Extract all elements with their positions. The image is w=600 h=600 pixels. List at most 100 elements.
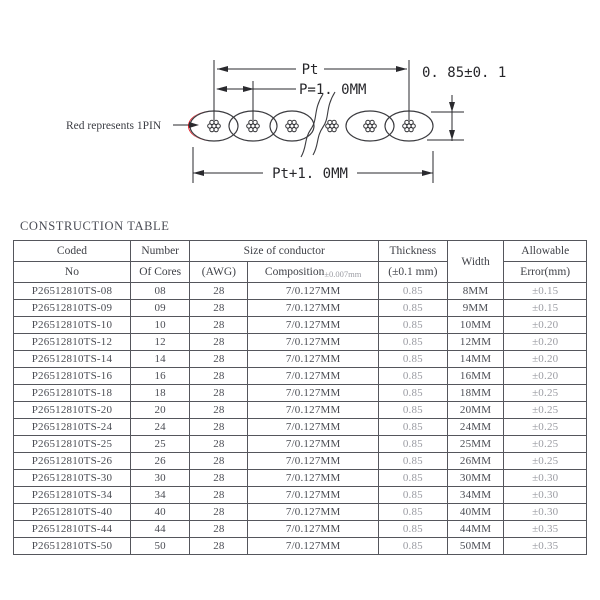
cell-cores: 12 [129,333,191,351]
cell-awg: 28 [189,367,249,385]
cell-error: ±0.20 [503,333,587,351]
cable-outline [189,110,434,142]
cell-thickness: 0.85 [377,401,448,419]
cable-dimension-diagram: Pt P=1. 0MM 0. 85±0. 1 Pt+1. 0MM Red rep… [66,60,506,183]
header-composition: Composition±0.007mm [247,261,379,283]
cell-composition: 7/0.127MM [247,299,379,317]
cell-width: 50MM [446,537,505,555]
table-row: P26512810TS-16 16 28 7/0.127MM 0.85 16MM ±0.20 [13,367,587,385]
table-row: P26512810TS-40 40 28 7/0.127MM 0.85 40MM ±0.30 [13,503,587,521]
cell-error: ±0.25 [503,435,587,453]
header-width: Width [446,240,505,283]
cell-thickness: 0.85 [377,452,448,470]
cell-thickness: 0.85 [377,503,448,521]
cell-cores: 18 [129,384,191,402]
cell-cores: 08 [129,282,191,300]
cell-awg: 28 [189,401,249,419]
cell-width: 34MM [446,486,505,504]
cell-cores: 50 [129,537,191,555]
cell-composition: 7/0.127MM [247,452,379,470]
cell-cores: 34 [129,486,191,504]
cell-composition: 7/0.127MM [247,282,379,300]
dim-thickness-label: 0. 85±0. 1 [422,65,506,81]
cell-awg: 28 [189,384,249,402]
cell-width: 14MM [446,350,505,368]
cell-code: P26512810TS-50 [13,537,131,555]
dimension-lines [173,60,464,183]
cell-composition: 7/0.127MM [247,333,379,351]
cell-composition: 7/0.127MM [247,316,379,334]
cell-error: ±0.35 [503,537,587,555]
cell-error: ±0.20 [503,350,587,368]
construction-table: Coded Number Size of conductor Thickness… [13,240,587,555]
table-row: P26512810TS-12 12 28 7/0.127MM 0.85 12MM ±0.20 [13,333,587,351]
table-row: P26512810TS-25 25 28 7/0.127MM 0.85 25MM ±0.25 [13,435,587,453]
cell-thickness: 0.85 [377,333,448,351]
cell-awg: 28 [189,520,249,538]
cell-thickness: 0.85 [377,537,448,555]
header-allowable: Allowable [503,240,587,262]
cell-width: 26MM [446,452,505,470]
cell-composition: 7/0.127MM [247,486,379,504]
cell-code: P26512810TS-12 [13,333,131,351]
table-row: P26512810TS-14 14 28 7/0.127MM 0.85 14MM ±0.20 [13,350,587,368]
cell-error: ±0.20 [503,316,587,334]
cell-error: ±0.35 [503,520,587,538]
cell-cores: 25 [129,435,191,453]
cell-cores: 20 [129,401,191,419]
arrowheads [189,66,455,176]
cell-thickness: 0.85 [377,384,448,402]
cell-composition: 7/0.127MM [247,350,379,368]
cell-awg: 28 [189,537,249,555]
cell-awg: 28 [189,316,249,334]
cell-awg: 28 [189,486,249,504]
cell-cores: 10 [129,316,191,334]
cell-composition: 7/0.127MM [247,469,379,487]
header-of-cores: Of Cores [129,261,191,283]
cell-width: 9MM [446,299,505,317]
cell-awg: 28 [189,503,249,521]
cell-awg: 28 [189,418,249,436]
cell-error: ±0.30 [503,469,587,487]
cell-thickness: 0.85 [377,418,448,436]
cell-cores: 16 [129,367,191,385]
cell-thickness: 0.85 [377,520,448,538]
composition-tolerance: ±0.007mm [324,268,362,279]
cell-composition: 7/0.127MM [247,520,379,538]
cell-thickness: 0.85 [377,316,448,334]
cell-width: 16MM [446,367,505,385]
cell-thickness: 0.85 [377,469,448,487]
cell-composition: 7/0.127MM [247,401,379,419]
cell-composition: 7/0.127MM [247,384,379,402]
table-row: P26512810TS-24 24 28 7/0.127MM 0.85 24MM ±0.25 [13,418,587,436]
table-row: P26512810TS-09 09 28 7/0.127MM 0.85 9MM ±0.15 [13,299,587,317]
cell-width: 44MM [446,520,505,538]
cell-code: P26512810TS-20 [13,401,131,419]
cell-width: 8MM [446,282,505,300]
cell-error: ±0.30 [503,503,587,521]
cell-error: ±0.25 [503,452,587,470]
cell-awg: 28 [189,282,249,300]
cell-code: P26512810TS-10 [13,316,131,334]
table-row: P26512810TS-08 08 28 7/0.127MM 0.85 8MM ±0.15 [13,282,587,300]
table-row: P26512810TS-30 30 28 7/0.127MM 0.85 30MM ±0.30 [13,469,587,487]
cell-composition: 7/0.127MM [247,435,379,453]
cell-thickness: 0.85 [377,435,448,453]
cell-awg: 28 [189,333,249,351]
cell-code: P26512810TS-30 [13,469,131,487]
cell-code: P26512810TS-34 [13,486,131,504]
wire-bundles [207,119,416,133]
header-thickness: Thickness [377,240,448,262]
header-size-of-conductor: Size of conductor [189,240,379,262]
cell-code: P26512810TS-24 [13,418,131,436]
cell-code: P26512810TS-25 [13,435,131,453]
cell-code: P26512810TS-09 [13,299,131,317]
cell-width: 40MM [446,503,505,521]
cell-cores: 14 [129,350,191,368]
cell-error: ±0.25 [503,401,587,419]
cell-thickness: 0.85 [377,350,448,368]
cell-awg: 28 [189,469,249,487]
cell-composition: 7/0.127MM [247,367,379,385]
cell-code: P26512810TS-26 [13,452,131,470]
